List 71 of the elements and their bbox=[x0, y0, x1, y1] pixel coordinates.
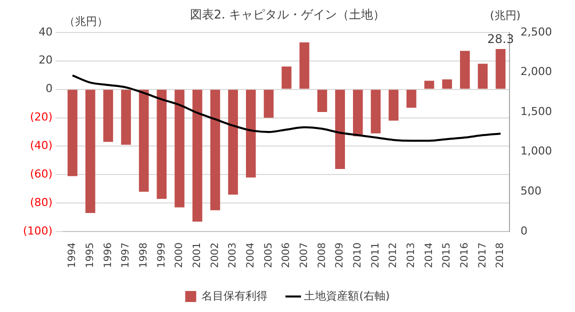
bar bbox=[68, 90, 78, 176]
y2-tick-label: 1,500 bbox=[520, 104, 552, 118]
bar bbox=[442, 79, 452, 89]
x-tick-label: 2011 bbox=[370, 242, 382, 268]
bar bbox=[121, 90, 131, 145]
x-tick-label: 2007 bbox=[298, 242, 310, 268]
bar bbox=[103, 90, 114, 142]
x-tick-label: 2010 bbox=[352, 242, 364, 268]
chart-title: 図表2. キャピタル・ゲイン（土地） bbox=[190, 7, 386, 22]
bar bbox=[174, 90, 184, 208]
data-label: 28.3 bbox=[487, 32, 514, 46]
x-tick-label: 2002 bbox=[210, 242, 221, 268]
bar bbox=[85, 90, 96, 214]
y2-tick-label: 2,500 bbox=[520, 25, 552, 38]
x-tick-label: 2006 bbox=[281, 242, 292, 268]
y-tick-label: 0 bbox=[46, 82, 53, 96]
x-tick-label: 1994 bbox=[67, 242, 78, 268]
y2-tick-label: 0 bbox=[520, 224, 528, 238]
y2-tick-label: 500 bbox=[520, 184, 542, 198]
x-tick-label: 1995 bbox=[84, 242, 96, 268]
bar bbox=[460, 50, 470, 89]
x-tick-label: 2014 bbox=[424, 242, 435, 268]
bar bbox=[496, 49, 506, 89]
y-tick-label: 20 bbox=[38, 54, 53, 67]
y-tick-label: (100) bbox=[22, 224, 53, 238]
x-tick-label: 1996 bbox=[102, 242, 114, 268]
x-tick-label: 2004 bbox=[245, 242, 256, 268]
y-tick-label: (60) bbox=[30, 168, 53, 181]
y-tick-label: (20) bbox=[30, 110, 53, 124]
line-series bbox=[71, 74, 502, 142]
x-tick-label: 1997 bbox=[120, 242, 132, 268]
bar bbox=[388, 90, 398, 121]
y-tick-label: 40 bbox=[38, 25, 53, 38]
x-tick-label: 1999 bbox=[156, 242, 168, 268]
bar bbox=[406, 90, 416, 108]
bar bbox=[282, 66, 292, 89]
legend-label: 名目保有利得 bbox=[202, 289, 268, 302]
bar bbox=[210, 90, 220, 210]
bar bbox=[246, 90, 256, 178]
y-axis-title: （兆円） bbox=[64, 14, 108, 29]
bar bbox=[370, 90, 381, 134]
x-tick-label: 2017 bbox=[477, 242, 488, 268]
bar bbox=[192, 90, 202, 222]
y2-tick-label: 2,000 bbox=[520, 65, 552, 78]
bar bbox=[138, 90, 149, 192]
x-tick-label: 1998 bbox=[138, 242, 150, 268]
x-tick-label: 2003 bbox=[228, 242, 239, 268]
x-tick-label: 2016 bbox=[460, 242, 471, 268]
legend-label: 土地資産額(右軸) bbox=[304, 289, 390, 302]
x-tick-label: 2018 bbox=[495, 242, 506, 268]
y-tick-label: (80) bbox=[30, 196, 53, 209]
bar bbox=[352, 90, 363, 136]
y2-tick-label: 1,000 bbox=[520, 144, 552, 158]
bar bbox=[424, 80, 434, 89]
x-tick-label: 2008 bbox=[316, 242, 328, 268]
bar bbox=[317, 90, 328, 112]
x-tick-label: 2013 bbox=[406, 242, 417, 268]
x-tick-label: 2001 bbox=[192, 242, 203, 268]
x-tick-label: 2015 bbox=[442, 242, 453, 268]
bar bbox=[335, 90, 345, 169]
x-tick-label: 2012 bbox=[388, 242, 400, 268]
bar bbox=[478, 64, 488, 89]
x-tick-label: 2000 bbox=[174, 242, 186, 268]
x-tick-label: 2005 bbox=[263, 242, 274, 268]
bar bbox=[264, 90, 274, 118]
x-tick-label: 2009 bbox=[334, 242, 346, 268]
bar bbox=[228, 90, 238, 195]
y2-axis-title: (兆円) bbox=[490, 8, 521, 23]
y-tick-label: (40) bbox=[30, 139, 53, 152]
bar bbox=[156, 90, 167, 199]
bar bbox=[299, 42, 310, 89]
